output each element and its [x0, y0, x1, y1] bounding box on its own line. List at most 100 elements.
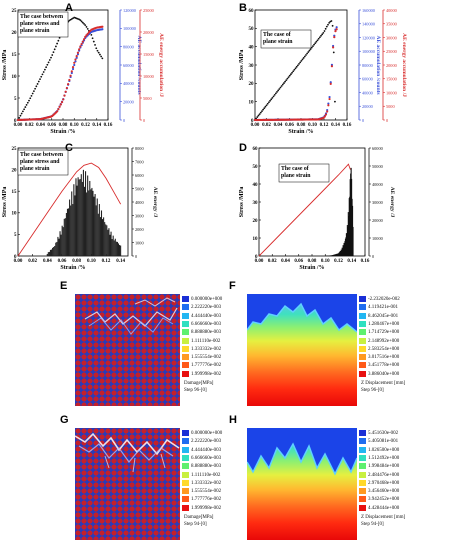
y3-tick-label: 20000	[143, 30, 154, 35]
x-tick-label: 0.14	[92, 123, 101, 128]
ae-energy-bar	[46, 253, 48, 256]
y2-tick-label: 80000	[123, 44, 134, 49]
ae-energy-bar	[84, 171, 87, 256]
stress-point	[266, 102, 269, 105]
stress-point	[265, 104, 268, 107]
stress-point	[317, 37, 320, 40]
x-tick-label: 0.10	[308, 123, 317, 128]
legend-swatch	[182, 496, 189, 503]
ae-energy-bar	[88, 190, 90, 256]
legend-value: 1.555554e-002	[191, 489, 222, 495]
ae-energy-bar	[62, 227, 64, 256]
ae-energy-bar	[83, 186, 86, 256]
y2-tick-label: 5000	[135, 186, 144, 191]
legend-entry: 1.280467e+000	[359, 320, 399, 327]
legend-entry: 2.970468e+000	[359, 479, 399, 486]
energy-point	[68, 78, 71, 82]
stress-point	[285, 79, 288, 82]
legend-entry: 6.666660e-003	[182, 454, 221, 461]
y-tick-label: 60	[249, 9, 255, 14]
x-tick-label: 0.00	[14, 259, 23, 264]
annotation-box	[17, 11, 69, 38]
y3-tick-label: 5000	[386, 104, 395, 109]
y3-tick-label: 40000	[386, 8, 397, 13]
panel-c: C 0.00 0.02 0.04 0.06 0.08 0.10 0.12 0.14 Strain…	[0, 140, 237, 275]
ae-energy-bar	[61, 225, 63, 256]
stress-point	[28, 99, 30, 102]
energy-point	[56, 110, 59, 113]
stress-point	[91, 37, 94, 40]
panel-d: D 0.00 0.02 0.04 0.06 0.08 0.10 0.12 0.14 0.16 St…	[237, 140, 474, 275]
legend-step: Step 94-[0]	[184, 522, 207, 527]
y3-tick-label: 10000	[143, 74, 154, 79]
legend-value: 8.888880e-003	[191, 330, 222, 336]
stress-point	[308, 49, 311, 52]
legend-entry: 1.777776e-002	[182, 362, 221, 369]
panel-label: G	[60, 414, 69, 426]
energy-point	[87, 31, 91, 34]
counts-point	[75, 56, 78, 59]
ae-energy-bar	[91, 187, 93, 256]
crack-pattern	[75, 432, 180, 473]
stress-point	[312, 45, 314, 48]
panel-label: D	[239, 142, 247, 154]
annotation-box	[260, 29, 312, 49]
y-axis-label: Stress /MPa	[2, 50, 8, 81]
x-axis-label: Strain /%	[60, 265, 85, 271]
energy-point	[333, 36, 336, 39]
stress-point	[301, 58, 304, 61]
y2-tick-label: 0	[123, 118, 125, 123]
ae-energy-bar	[47, 252, 49, 256]
y-tick-label: 40	[249, 45, 255, 50]
legend-entry: 0.000000e+000	[182, 296, 222, 302]
legend-title: Damage[MPa]	[184, 381, 214, 386]
legend-swatch	[359, 471, 366, 478]
ae-energy-bar	[86, 192, 88, 256]
x-tick-label: 0.14	[331, 123, 340, 128]
stress-point	[85, 26, 88, 28]
y2-tick-label: 100000	[123, 26, 136, 31]
ae-energy-bar	[58, 238, 60, 256]
panel-label: C	[65, 142, 73, 154]
legend-value: 4.428444e+000	[368, 505, 400, 511]
energy-point	[73, 61, 76, 64]
ae-energy-bar	[66, 208, 69, 256]
legend-swatch	[359, 430, 366, 436]
legend-swatch	[182, 320, 189, 327]
stress-point	[96, 49, 99, 52]
ae-energy-bar	[90, 189, 92, 256]
y2-tick-label: 120000	[362, 35, 375, 40]
legend-value: 3.886040e+000	[368, 371, 400, 377]
legend-entry: 3.942452e+000	[359, 496, 399, 503]
legend-value: 1.999998e-002	[191, 505, 222, 511]
annotation-text: The case between	[20, 14, 64, 20]
y-tick-label: 40	[253, 183, 259, 188]
y3-tick-label: 10000	[386, 90, 397, 95]
stress-point	[262, 108, 265, 111]
annotation-text: The case of	[263, 32, 291, 38]
legend-step: Step 96-[0]	[361, 388, 384, 393]
annotation-text: The case between	[20, 152, 64, 158]
legend-value: 1.333332e-002	[191, 346, 222, 352]
legend-value: 0.000000e+000	[191, 297, 223, 303]
stress-point	[39, 78, 41, 81]
y-tick-label: 0	[255, 255, 258, 260]
stress-point	[79, 19, 82, 22]
legend-entry: 8.888880e-003	[182, 463, 221, 469]
stress-point	[295, 65, 298, 68]
stress-point	[313, 43, 315, 46]
legend-entry: 2.148992e+000	[359, 337, 399, 344]
legend-swatch	[359, 312, 366, 319]
legend-swatch	[182, 446, 189, 453]
energy-point	[79, 45, 82, 48]
ae-energy-bar	[103, 217, 105, 256]
panel-b: B 0.00 0.02 0.04 0.06 0.08 0.10 0.12 0.14 0.16 St…	[237, 0, 474, 138]
x-tick-label: 0.16	[343, 123, 352, 128]
stress-point	[99, 53, 101, 56]
y-tick-label: 30	[253, 201, 259, 206]
legend-value: 2.583254e+000	[368, 346, 400, 352]
stress-point	[274, 92, 277, 95]
counts-point	[70, 71, 73, 75]
ae-energy-bar	[67, 208, 70, 256]
